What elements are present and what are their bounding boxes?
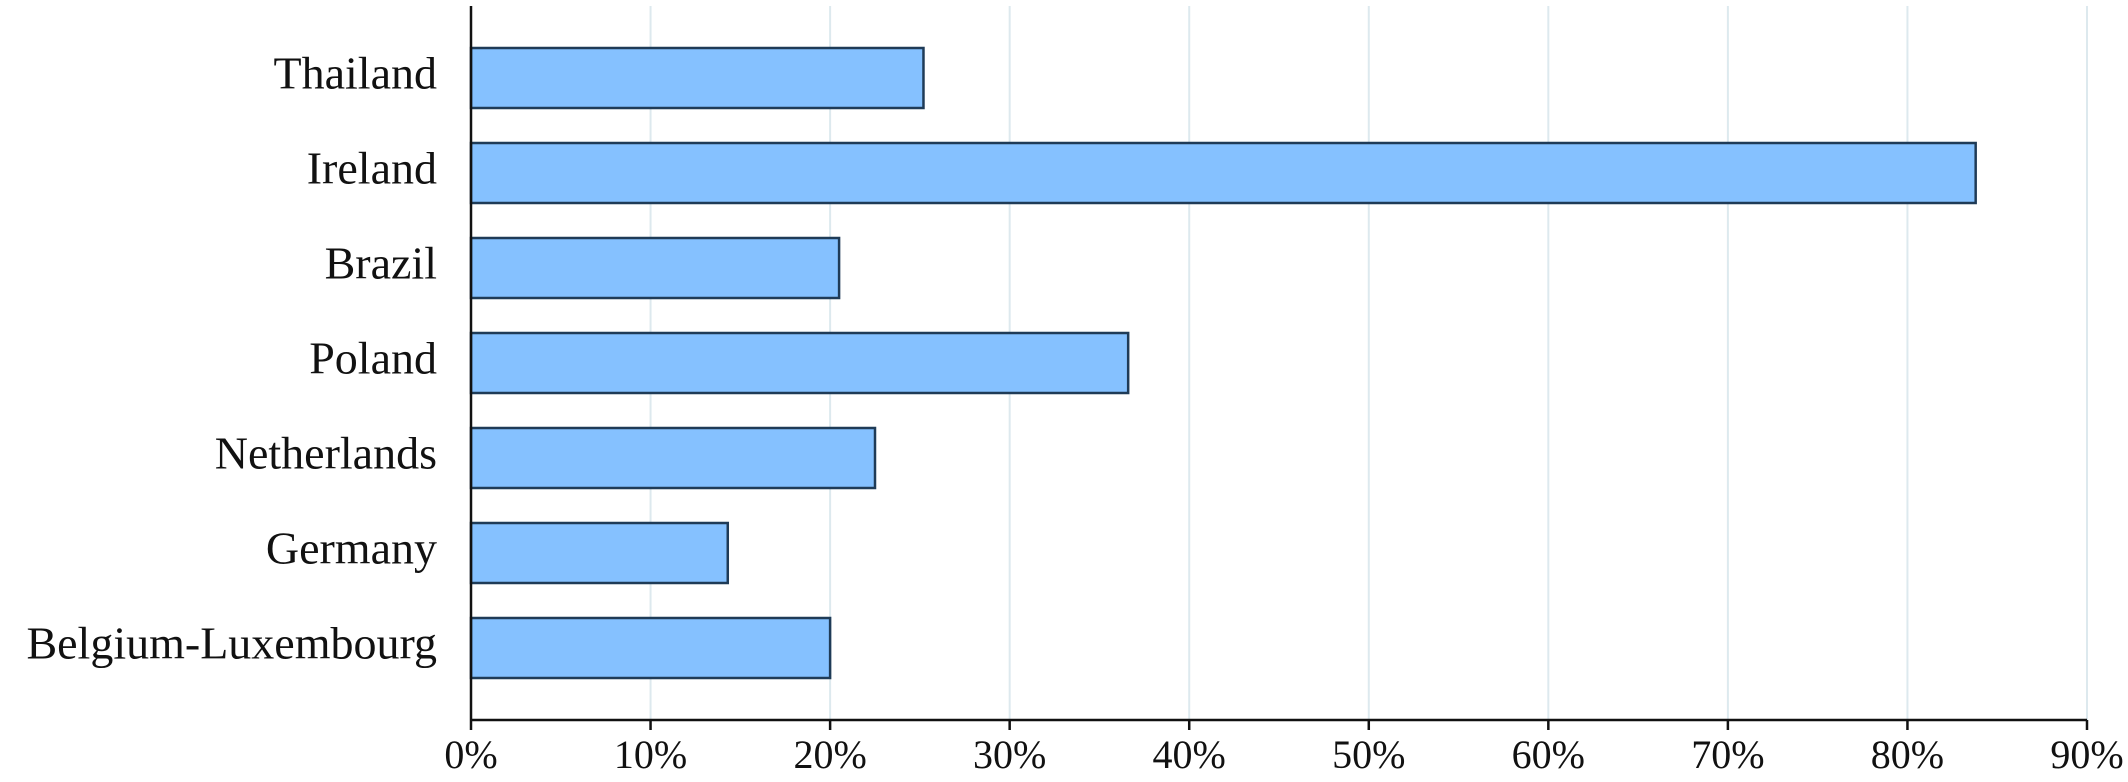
category-label-poland: Poland <box>309 333 437 384</box>
bar-brazil <box>469 236 841 300</box>
bar-belgium-luxembourg <box>469 616 832 680</box>
bar-germany <box>469 521 730 585</box>
bar-poland <box>469 331 1130 395</box>
category-label-germany: Germany <box>266 523 437 574</box>
bar-ireland <box>469 141 1977 205</box>
bars <box>469 46 1977 680</box>
x-tick-label-50: 50% <box>1332 732 1405 777</box>
x-tick-label-20: 20% <box>793 732 866 777</box>
x-tick-label-90: 90% <box>2050 732 2123 777</box>
gridlines <box>649 6 2088 720</box>
bar-netherlands <box>469 426 877 490</box>
x-tick-label-40: 40% <box>1153 732 1226 777</box>
x-tick-label-70: 70% <box>1691 732 1764 777</box>
category-label-ireland: Ireland <box>307 143 437 194</box>
axes <box>469 6 2089 730</box>
x-tick-label-10: 10% <box>614 732 687 777</box>
x-tick-label-0: 0% <box>444 732 497 777</box>
category-label-belgium-luxembourg: Belgium-Luxembourg <box>26 618 437 669</box>
category-label-brazil: Brazil <box>325 238 437 289</box>
y-axis-category-labels: Thailand Ireland Brazil Poland Netherlands Ge… <box>26 48 437 669</box>
category-label-netherlands: Netherlands <box>215 428 437 479</box>
bar-thailand <box>469 46 925 110</box>
category-label-thailand: Thailand <box>274 48 438 99</box>
x-axis-tick-labels: 0% 10% 20% 30% 40% 50% 60% 70% 80% 90% <box>444 732 2123 777</box>
x-tick-label-30: 30% <box>973 732 1046 777</box>
x-tick-label-80: 80% <box>1871 732 1944 777</box>
x-tick-label-60: 60% <box>1512 732 1585 777</box>
